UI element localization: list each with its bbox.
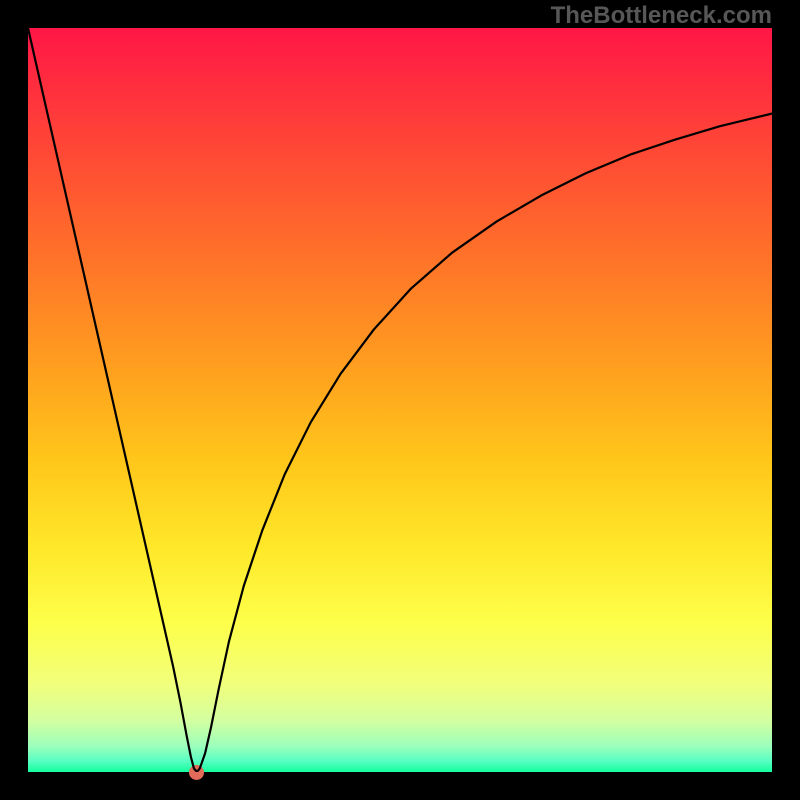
plot-area <box>28 28 772 772</box>
curve-line <box>28 28 772 772</box>
watermark-text: TheBottleneck.com <box>551 2 772 30</box>
